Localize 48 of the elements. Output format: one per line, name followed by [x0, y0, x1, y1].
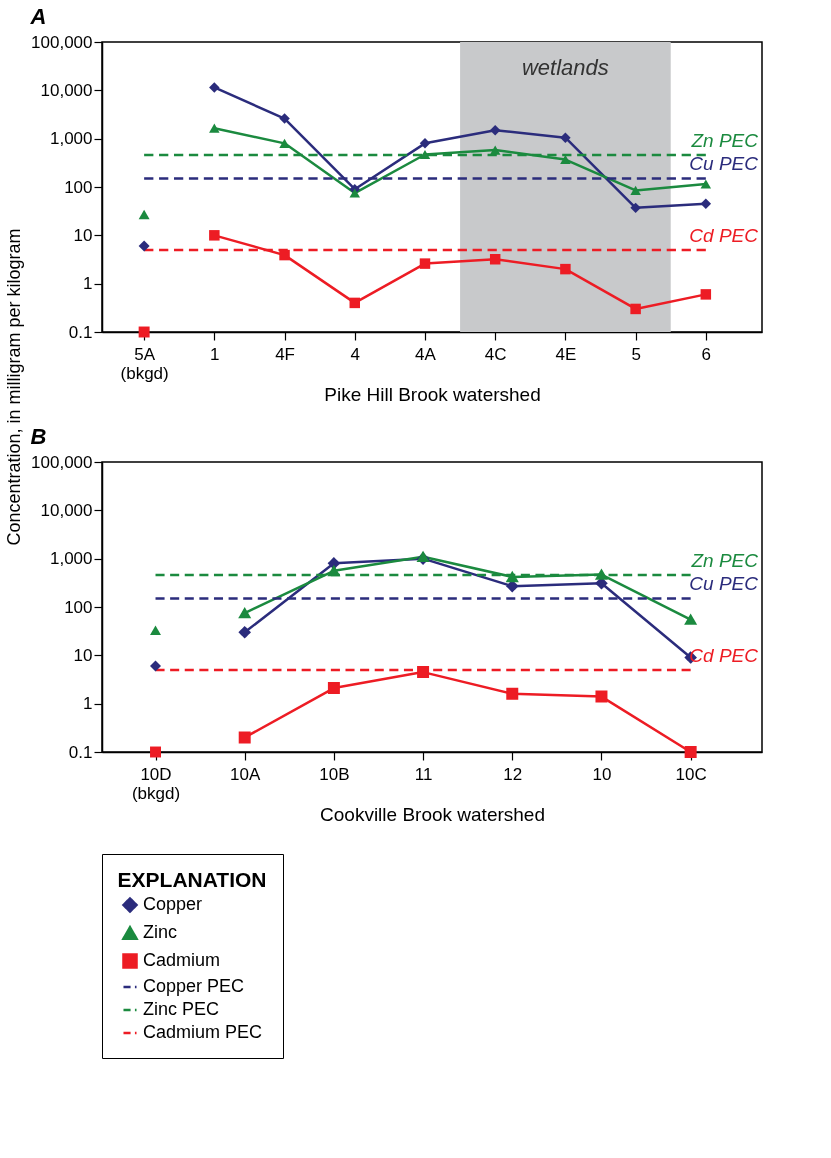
legend-label: Copper — [143, 894, 203, 914]
y-tick-label: 10,000 — [40, 80, 93, 100]
chart-title: B — [30, 424, 47, 449]
annotation: Cd PEC — [689, 224, 759, 246]
y-tick-label: 100 — [64, 597, 93, 617]
y-axis-title: Concentration, in milligram per kilogram — [4, 228, 24, 546]
y-tick-label: 100,000 — [31, 32, 93, 52]
x-tick-label: 4 — [350, 344, 360, 364]
chart-title: A — [29, 4, 47, 29]
y-tick-label: 0.1 — [68, 742, 93, 762]
x-tick-label: 12 — [503, 764, 523, 784]
y-tick-label: 10 — [73, 645, 93, 665]
y-tick-label: 100,000 — [31, 452, 93, 472]
y-tick-label: 1,000 — [49, 549, 93, 569]
x-axis-title: Cookville Brook watershed — [320, 803, 545, 825]
x-tick-label: 10B — [319, 764, 350, 784]
x-tick-label: 4F — [275, 344, 295, 364]
legend-title: EXPLANATION — [117, 868, 267, 891]
y-tick-label: 10,000 — [40, 500, 93, 520]
legend-label: Zinc PEC — [143, 999, 220, 1019]
x-tick-label: 6 — [701, 344, 712, 364]
x-tick-label: 11 — [414, 764, 433, 784]
x-axis-title: Pike Hill Brook watershed — [324, 383, 541, 405]
x-tick-label: 5A (bkgd) — [120, 344, 169, 383]
annotation: Cu PEC — [689, 573, 759, 595]
y-tick-label: 10 — [73, 225, 93, 245]
x-tick-label: 5 — [631, 344, 641, 364]
legend-label: Copper PEC — [143, 976, 245, 996]
annotation: Zn PEC — [690, 549, 759, 571]
annotation: Zn PEC — [690, 129, 759, 151]
y-tick-label: 1,000 — [49, 129, 93, 149]
y-tick-label: 0.1 — [68, 322, 93, 342]
x-tick-label: 4C — [484, 344, 507, 364]
x-tick-label: 10D (bkgd) — [131, 764, 181, 803]
y-tick-label: 1 — [83, 274, 93, 294]
y-tick-label: 1 — [83, 694, 93, 714]
x-tick-label: 10C — [675, 764, 707, 784]
legend-label: Cadmium — [143, 950, 221, 970]
x-tick-label: 1 — [210, 344, 220, 364]
y-tick-label: 100 — [64, 177, 93, 197]
x-tick-label: 10 — [592, 764, 612, 784]
legend-label: Zinc — [143, 922, 178, 942]
band-label: wetlands — [521, 55, 609, 80]
x-tick-label: 4A — [415, 344, 437, 364]
annotation: Cu PEC — [689, 153, 759, 175]
x-tick-label: 4E — [555, 344, 577, 364]
x-tick-label: 10A — [230, 764, 261, 784]
legend-label: Cadmium PEC — [143, 1022, 263, 1042]
